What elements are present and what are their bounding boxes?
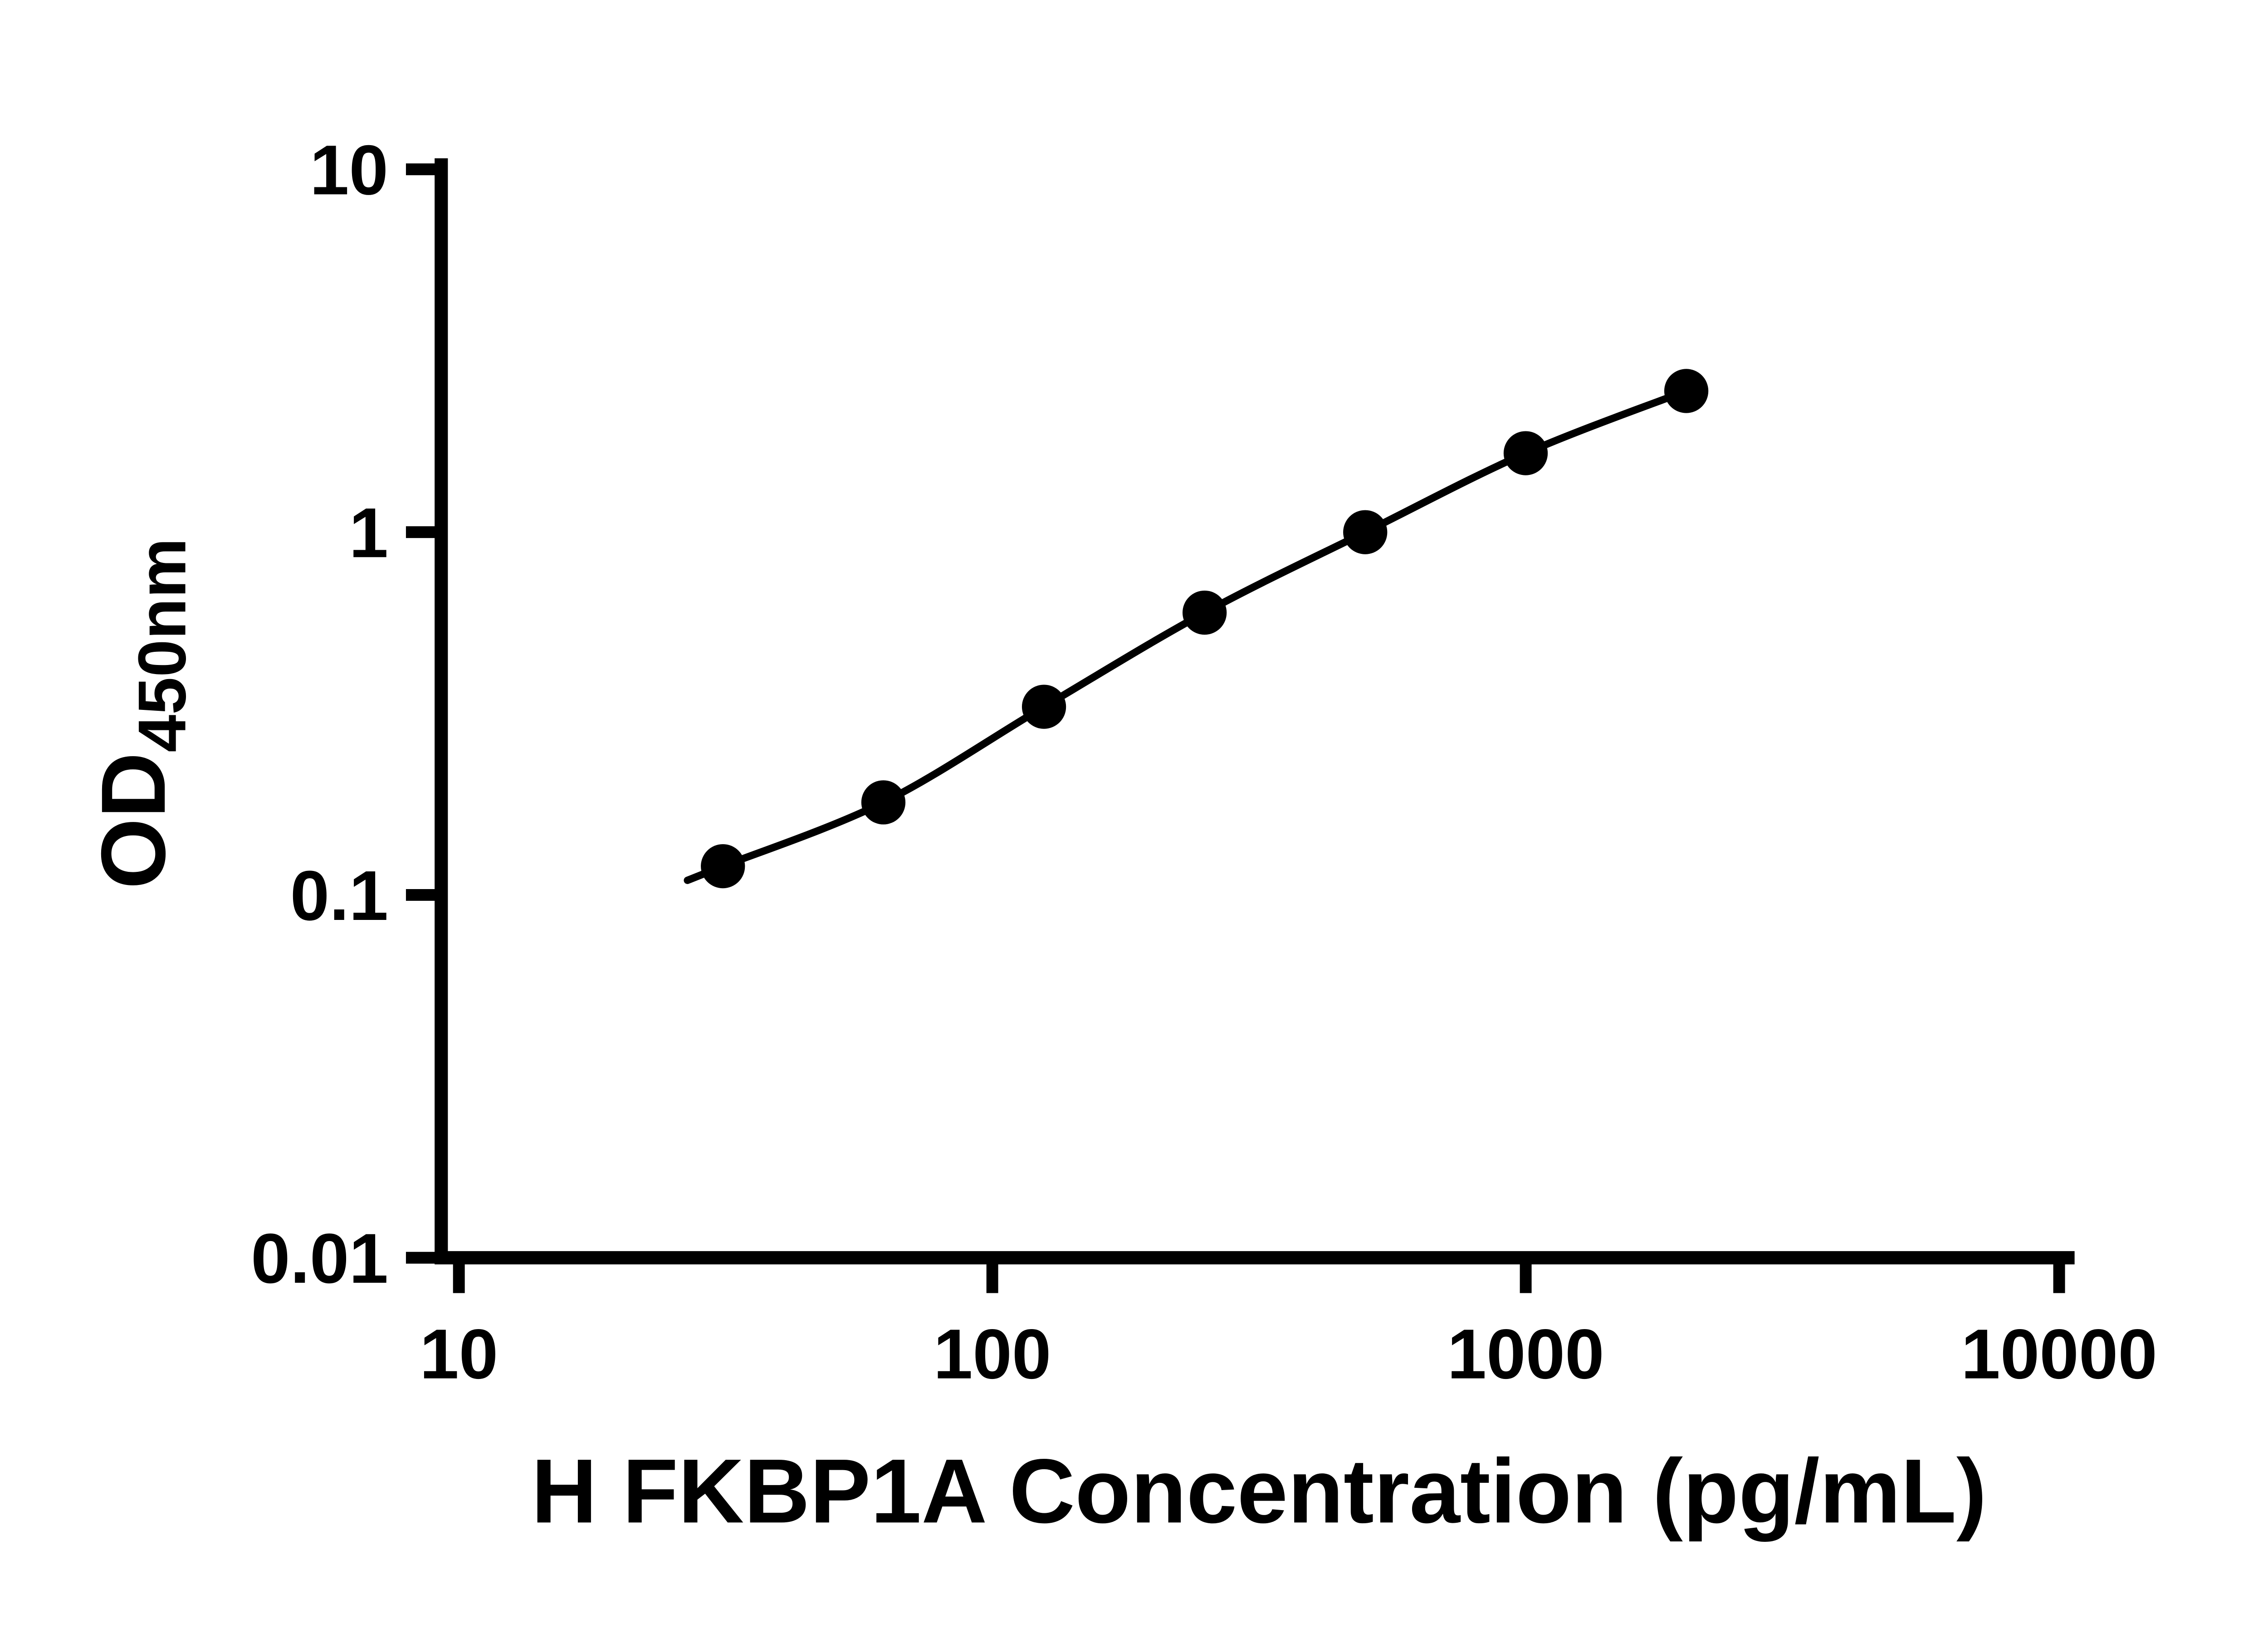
data-point-marker — [1343, 510, 1388, 554]
y-axis-title-main: OD — [82, 753, 184, 890]
data-point-marker — [701, 844, 745, 889]
y-axis-tick-label: 0.1 — [290, 856, 388, 935]
data-point-marker — [1022, 684, 1066, 729]
y-axis-title-subscript: 450nm — [124, 538, 200, 753]
x-axis-tick-label: 10000 — [1961, 1315, 2157, 1393]
data-point-marker — [1664, 369, 1709, 413]
data-point-marker — [861, 780, 906, 825]
x-axis-tick-label: 100 — [934, 1315, 1051, 1393]
x-axis-tick-label: 1000 — [1447, 1315, 1604, 1393]
x-axis-tick-label: 10 — [420, 1315, 498, 1393]
y-axis-tick-label: 1 — [349, 493, 388, 572]
y-axis-title: OD450nm — [82, 538, 200, 889]
data-point-marker — [1503, 431, 1548, 475]
plot-layer: 10 100 1000 10000 0.01 0.1 1 10 — [251, 130, 2157, 1393]
y-axis-tick-label: 10 — [310, 130, 388, 209]
x-axis-title: H FKBP1A Concentration (pg/mL) — [531, 1440, 1987, 1542]
axes-frame — [435, 158, 2075, 1265]
data-point-marker — [1183, 590, 1227, 635]
y-axis-tick-label: 0.01 — [251, 1219, 388, 1298]
